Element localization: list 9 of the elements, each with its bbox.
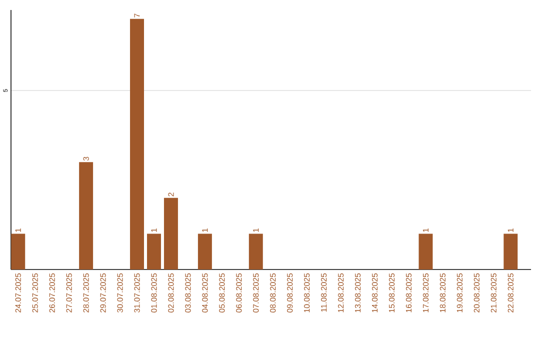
- bar: [147, 234, 161, 270]
- bar: [79, 162, 94, 270]
- bar: [248, 234, 263, 270]
- bar: [164, 198, 178, 270]
- bar: [198, 234, 212, 270]
- bar: [11, 234, 26, 270]
- bar: [418, 234, 433, 270]
- bar: [504, 234, 518, 270]
- bar: [130, 18, 144, 270]
